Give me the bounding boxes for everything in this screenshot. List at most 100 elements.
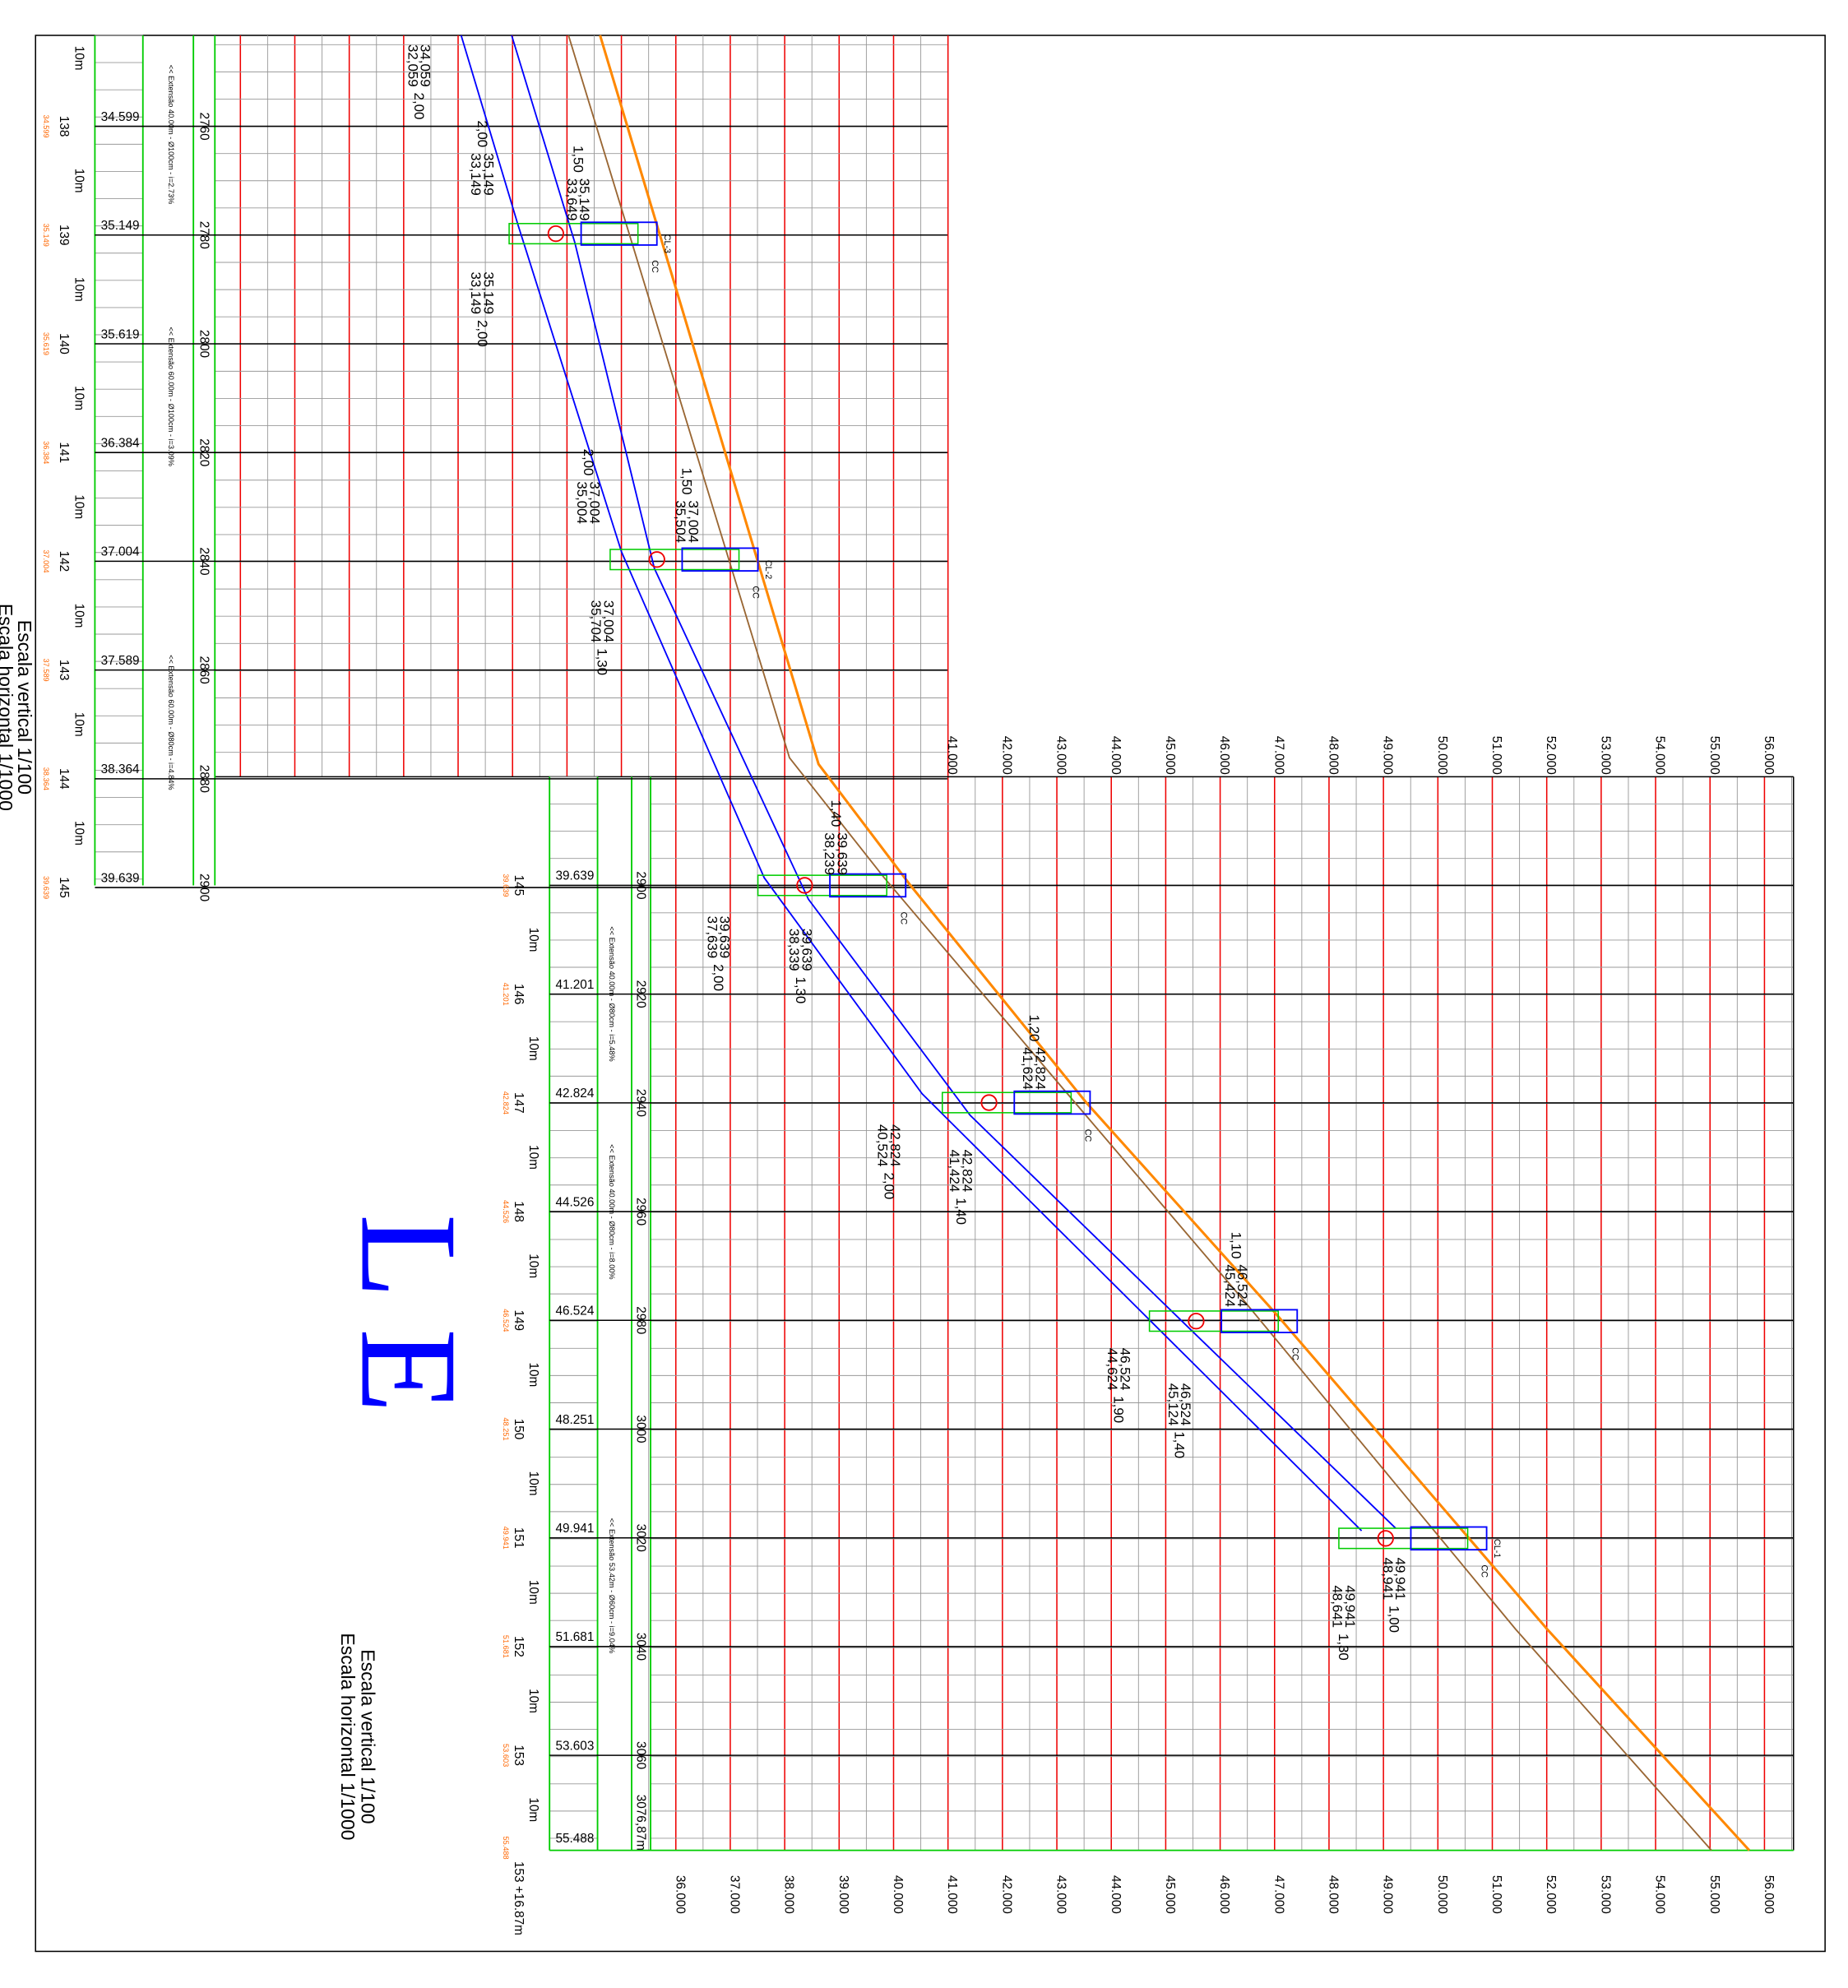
- pipe-line: [511, 35, 1396, 1529]
- annotation-depth: 1,40: [1171, 1431, 1187, 1458]
- extent-label: << Extensão 60.00m - Ø100cm - i=3.09%: [167, 327, 175, 466]
- interval-label: 10m: [526, 1145, 540, 1170]
- elevation-axis-label: 48.000: [1327, 1875, 1341, 1914]
- elevation-axis-label: 43.000: [1054, 736, 1068, 775]
- annotation-level: 49,941: [1342, 1585, 1358, 1628]
- interval-label: 10m: [526, 928, 540, 952]
- distance-label: 2920: [634, 980, 648, 1008]
- elevation-axis-label: 43.000: [1054, 1875, 1068, 1914]
- annotation-depth: 2,00: [475, 120, 490, 147]
- interval-label: 10m: [526, 1362, 540, 1387]
- manhole-base: [757, 874, 887, 897]
- station-label: 148: [512, 1201, 526, 1222]
- interval-label: 10m: [72, 277, 86, 302]
- elevation-label: 36.384: [101, 437, 140, 451]
- interval-label: 10m: [72, 46, 86, 71]
- elevation-axis-label: 50.000: [1435, 1875, 1449, 1914]
- interval-label: 10m: [72, 604, 86, 628]
- content: 36.000 37.000 38.000 39.000 40.000 41.000 41.0…: [42, 35, 1794, 1935]
- manhole-box: [1410, 1526, 1488, 1551]
- scale-horizontal: Escala horizontal 1/1000: [0, 604, 16, 811]
- station-label: 145: [57, 877, 71, 898]
- elevation-axis-label: 40.000: [891, 1875, 905, 1914]
- manhole-code: CC: [1290, 1347, 1299, 1360]
- elevation-axis-label: 53.000: [1598, 1875, 1612, 1914]
- annotation-depth: 2,00: [711, 964, 726, 991]
- manhole-code: CC: [1083, 1129, 1093, 1142]
- interval-label: 10m: [72, 712, 86, 737]
- station-label: 150: [512, 1419, 526, 1440]
- elevation-label: 49.941: [555, 1522, 594, 1536]
- annotation-level: 49,941: [1392, 1558, 1408, 1601]
- elevation-label-small: 34.599: [42, 114, 50, 137]
- elevation-axis-label: 48.000: [1327, 736, 1341, 775]
- interval-label: 10m: [526, 1036, 540, 1061]
- station-label: 139: [57, 225, 71, 246]
- elevation-label: 48.251: [555, 1413, 594, 1427]
- elevation-label-small: 46.524: [502, 1309, 510, 1332]
- annotation-level: 41,424: [947, 1150, 962, 1193]
- annotation-depth: 1,20: [1026, 1015, 1042, 1042]
- annotation-depth: 1,30: [793, 976, 808, 1003]
- distance-label: 2940: [634, 1089, 648, 1117]
- annotation-level: 34,059: [418, 44, 433, 87]
- annotation-level: 45,124: [1165, 1383, 1181, 1426]
- distance-label: 2900: [634, 871, 648, 899]
- elevation-label-small: 49.941: [502, 1527, 510, 1550]
- distance-label: 2880: [197, 765, 211, 793]
- interval-label: 10m: [72, 169, 86, 193]
- elevation-label-small: 41.201: [502, 983, 510, 1006]
- elevation-label: 35.619: [101, 327, 140, 341]
- elevation-axis-label: 39.000: [836, 1875, 850, 1914]
- elevation-label-small: 42.824: [502, 1091, 510, 1114]
- annotation-depth: 1,40: [828, 799, 844, 827]
- manhole-label: CL-2: [763, 560, 773, 579]
- manhole-center: [1377, 1530, 1394, 1547]
- elevation-axis-label: 55.000: [1707, 736, 1721, 775]
- annotation-level: 46,524: [1117, 1348, 1132, 1391]
- elevation-axis-label: 54.000: [1653, 736, 1667, 775]
- manhole-label: CL-1: [1492, 1539, 1502, 1558]
- station-label: 145: [512, 875, 526, 897]
- elevation-axis-label: 36.000: [673, 1875, 687, 1914]
- elevation-axis-label: 49.000: [1381, 736, 1395, 775]
- elevation-axis-label: 56.000: [1762, 736, 1776, 775]
- annotation-level: 44,624: [1105, 1348, 1120, 1391]
- manhole-code: CC: [898, 912, 908, 925]
- station-label: 149: [512, 1309, 526, 1331]
- manhole-center: [796, 877, 813, 894]
- annotation-level: 33,649: [564, 178, 580, 221]
- annotation-level: 33,149: [468, 271, 484, 314]
- extent-label: << Extensão 60.00m - Ø80cm - i=4.84%: [167, 655, 175, 790]
- station-label: 138: [57, 116, 71, 137]
- elevation-axis-label: 45.000: [1163, 736, 1177, 775]
- annotation-level: 46,524: [1234, 1264, 1250, 1307]
- distance-label: 3020: [634, 1524, 648, 1552]
- manhole-base: [508, 223, 639, 245]
- annotation-level: 37,004: [600, 600, 616, 643]
- elevation-axis-label: 42.000: [999, 736, 1013, 775]
- elevation-label: 39.639: [555, 869, 594, 883]
- elevation-axis-label: 44.000: [1109, 736, 1123, 775]
- elevation-axis-label: 41.000: [945, 736, 959, 775]
- manhole-center: [1188, 1313, 1205, 1330]
- station-label: 147: [512, 1092, 526, 1114]
- manhole-base: [941, 1091, 1072, 1114]
- annotation-depth: 1,30: [595, 648, 610, 675]
- annotation-depth: 2,00: [581, 449, 596, 476]
- annotation-level: 32,059: [405, 44, 420, 87]
- frame: [35, 35, 1826, 1953]
- annotation-level: 38,339: [786, 929, 802, 971]
- annotation-level: 46,524: [1178, 1383, 1193, 1426]
- elevation-label-small: 53.603: [502, 1744, 510, 1767]
- manhole-center: [648, 551, 665, 568]
- annotation-level: 48,641: [1329, 1585, 1345, 1628]
- distance-label: 3060: [634, 1741, 648, 1769]
- manhole-box: [580, 221, 658, 246]
- distance-label: 2760: [197, 112, 211, 140]
- elevation-axis-label: 52.000: [1544, 736, 1558, 775]
- elevation-axis-label: 44.000: [1109, 1875, 1123, 1914]
- elevation-label: 41.201: [555, 978, 594, 992]
- distance-label: 2980: [634, 1306, 648, 1334]
